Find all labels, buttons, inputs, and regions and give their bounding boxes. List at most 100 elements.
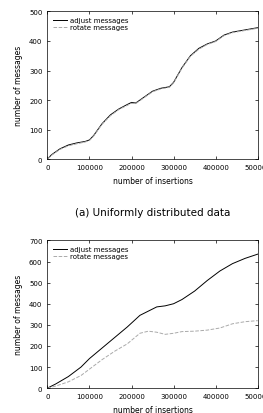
rotate messages bbox=[138, 331, 141, 336]
adjust messages bbox=[180, 66, 184, 71]
adjust messages bbox=[239, 29, 242, 34]
adjust messages bbox=[244, 256, 247, 261]
rotate messages bbox=[54, 384, 57, 389]
adjust messages bbox=[147, 309, 150, 314]
adjust messages bbox=[67, 374, 70, 379]
X-axis label: number of insertions: number of insertions bbox=[113, 405, 193, 413]
adjust messages bbox=[58, 147, 62, 152]
rotate messages bbox=[67, 144, 70, 149]
rotate messages bbox=[218, 326, 221, 331]
rotate messages bbox=[143, 96, 146, 101]
rotate messages bbox=[79, 373, 83, 378]
adjust messages bbox=[46, 157, 49, 162]
Legend: adjust messages, rotate messages: adjust messages, rotate messages bbox=[51, 16, 130, 33]
adjust messages bbox=[180, 297, 184, 302]
adjust messages bbox=[92, 134, 95, 139]
rotate messages bbox=[109, 114, 112, 119]
rotate messages bbox=[151, 90, 154, 95]
rotate messages bbox=[168, 85, 171, 90]
rotate messages bbox=[84, 140, 87, 145]
Y-axis label: number of messages: number of messages bbox=[14, 275, 23, 354]
rotate messages bbox=[159, 87, 163, 92]
adjust messages bbox=[138, 313, 141, 318]
rotate messages bbox=[130, 102, 133, 107]
rotate messages bbox=[126, 104, 129, 109]
rotate messages bbox=[172, 331, 175, 336]
rotate messages bbox=[164, 332, 167, 337]
Line: adjust messages: adjust messages bbox=[47, 254, 258, 388]
adjust messages bbox=[231, 261, 234, 266]
rotate messages bbox=[244, 319, 247, 324]
rotate messages bbox=[50, 154, 53, 159]
Line: rotate messages: rotate messages bbox=[47, 321, 258, 388]
rotate messages bbox=[88, 367, 91, 372]
adjust messages bbox=[117, 107, 120, 112]
adjust messages bbox=[130, 101, 133, 106]
adjust messages bbox=[222, 33, 226, 38]
adjust messages bbox=[126, 103, 129, 108]
rotate messages bbox=[75, 142, 78, 147]
adjust messages bbox=[109, 113, 112, 118]
adjust messages bbox=[248, 28, 251, 33]
rotate messages bbox=[197, 47, 200, 52]
rotate messages bbox=[206, 43, 209, 48]
adjust messages bbox=[155, 305, 158, 310]
rotate messages bbox=[222, 34, 226, 39]
adjust messages bbox=[172, 301, 175, 306]
Y-axis label: number of messages: number of messages bbox=[14, 46, 23, 126]
rotate messages bbox=[113, 349, 116, 354]
Line: adjust messages: adjust messages bbox=[47, 28, 258, 160]
adjust messages bbox=[256, 252, 259, 257]
rotate messages bbox=[193, 329, 196, 334]
rotate messages bbox=[239, 30, 242, 35]
rotate messages bbox=[117, 108, 120, 113]
adjust messages bbox=[168, 85, 171, 90]
adjust messages bbox=[54, 382, 57, 387]
adjust messages bbox=[84, 140, 87, 145]
adjust messages bbox=[126, 325, 129, 330]
rotate messages bbox=[231, 31, 234, 36]
adjust messages bbox=[113, 335, 116, 340]
adjust messages bbox=[67, 143, 70, 148]
adjust messages bbox=[206, 43, 209, 47]
adjust messages bbox=[50, 153, 53, 158]
rotate messages bbox=[126, 342, 129, 347]
rotate messages bbox=[189, 55, 192, 59]
rotate messages bbox=[256, 318, 259, 323]
adjust messages bbox=[256, 26, 259, 31]
rotate messages bbox=[58, 147, 62, 152]
adjust messages bbox=[100, 122, 104, 127]
rotate messages bbox=[256, 27, 259, 32]
adjust messages bbox=[206, 278, 209, 283]
adjust messages bbox=[159, 87, 163, 92]
adjust messages bbox=[151, 90, 154, 95]
adjust messages bbox=[218, 269, 221, 274]
rotate messages bbox=[206, 328, 209, 333]
adjust messages bbox=[100, 346, 104, 351]
rotate messages bbox=[180, 329, 184, 334]
adjust messages bbox=[214, 39, 217, 44]
rotate messages bbox=[214, 40, 217, 45]
adjust messages bbox=[172, 81, 175, 85]
rotate messages bbox=[92, 134, 95, 139]
rotate messages bbox=[231, 322, 234, 327]
rotate messages bbox=[46, 157, 49, 162]
adjust messages bbox=[193, 289, 196, 294]
adjust messages bbox=[79, 365, 83, 370]
Legend: adjust messages, rotate messages: adjust messages, rotate messages bbox=[51, 244, 130, 262]
rotate messages bbox=[88, 139, 91, 144]
rotate messages bbox=[46, 386, 49, 391]
adjust messages bbox=[143, 95, 146, 100]
rotate messages bbox=[67, 380, 70, 385]
rotate messages bbox=[134, 102, 137, 107]
rotate messages bbox=[155, 330, 158, 335]
adjust messages bbox=[231, 31, 234, 36]
adjust messages bbox=[88, 138, 91, 143]
adjust messages bbox=[189, 54, 192, 59]
adjust messages bbox=[197, 47, 200, 52]
rotate messages bbox=[172, 81, 175, 86]
rotate messages bbox=[248, 28, 251, 33]
rotate messages bbox=[100, 123, 104, 128]
adjust messages bbox=[134, 101, 137, 106]
adjust messages bbox=[75, 141, 78, 146]
